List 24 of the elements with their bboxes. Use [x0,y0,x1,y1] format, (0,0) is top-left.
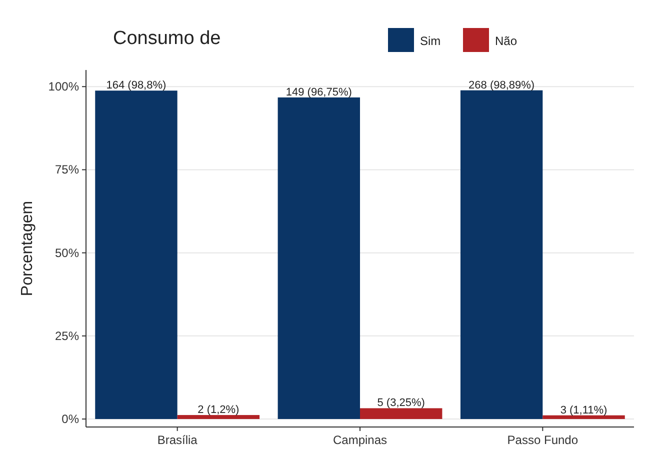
x-tick-label: Brasília [157,433,198,447]
y-tick-label: 0% [62,412,80,426]
y-tick-label: 25% [54,328,80,343]
x-tick-label: Passo Fundo [507,433,578,447]
bar [542,415,625,420]
bar [177,415,260,420]
legend-title: Consumo de [113,28,221,49]
data-label: 268 (98,89%) [468,79,535,92]
data-label: 5 (3,25%) [377,397,425,410]
y-tick-label: 100% [48,80,80,94]
bar [460,90,543,420]
data-label: 149 (96,75%) [286,86,352,98]
legend-label: Sim [420,34,441,48]
x-tick-label: Campinas [332,433,388,447]
bar [95,90,178,420]
y-axis-title: Porcentagem [19,200,36,296]
data-label: 2 (1,2%) [198,404,240,416]
bar [278,97,360,420]
bar [360,408,442,420]
legend-label: Não [495,34,518,48]
data-label: 164 (98,8%) [106,80,166,92]
y-tick-label: 75% [54,162,80,177]
y-tick-label: 50% [54,246,80,260]
data-label: 3 (1,11%) [560,404,608,416]
